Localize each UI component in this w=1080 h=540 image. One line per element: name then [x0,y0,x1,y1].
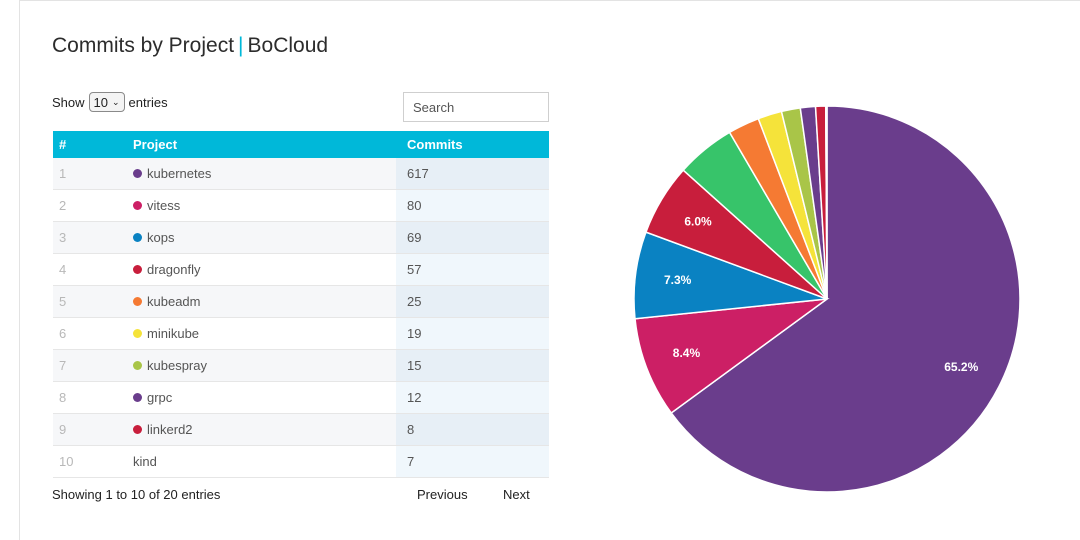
chevron-down-icon: ⌄ [112,96,120,107]
table-header-row: # Project Commits [53,131,549,158]
row-number: 6 [53,317,121,350]
project-name: grpc [147,390,173,405]
title-org: BoCloud [247,34,329,57]
entries-label: entries [128,94,168,110]
pie-slice-label: 65.2% [944,360,978,374]
project-name: linkerd2 [147,422,193,437]
project-cell: kubernetes [121,158,396,190]
chart-card [19,0,1080,540]
projects-table: # Project Commits 1 kubernetes 617 2 vitess 8… [53,131,549,478]
commits-cell: 617 [396,158,549,190]
row-number: 4 [53,253,121,286]
project-color-dot-icon [133,233,142,242]
table-row: 6 minikube 19 [53,317,549,350]
table-row: 9 linkerd2 8 [53,413,549,446]
commits-cell: 8 [396,413,549,446]
project-cell: kubeadm [121,285,396,318]
project-color-dot-icon [133,361,142,370]
pie-slice-label: 7.3% [664,273,692,287]
project-cell: kubespray [121,349,396,382]
commits-cell: 69 [396,221,549,254]
table-row: 2 vitess 80 [53,189,549,222]
project-name: kops [147,230,175,245]
row-number: 9 [53,413,121,446]
project-color-dot-icon [133,329,142,338]
project-name: dragonfly [147,262,201,277]
page-size-value: 10 [93,94,108,110]
commits-cell: 25 [396,285,549,318]
page-size-select[interactable]: 10 ⌄ [88,92,125,112]
pie-slice[interactable] [634,297,830,415]
project-cell: kops [121,221,396,254]
project-color-dot-icon [133,169,142,178]
commits-cell: 7 [396,445,549,478]
project-name: kubespray [147,358,207,373]
commits-cell: 80 [396,189,549,222]
project-cell: linkerd2 [121,413,396,446]
row-number: 5 [53,285,121,318]
project-color-dot-icon [133,201,142,210]
row-number: 10 [53,445,121,478]
project-color-dot-icon [133,393,142,402]
pie-slice[interactable] [824,105,828,300]
row-number: 1 [53,158,121,190]
project-cell: vitess [121,189,396,222]
table-row: 3 kops 69 [53,221,549,254]
row-number: 2 [53,189,121,222]
pie-slice[interactable] [670,105,1021,493]
commits-cell: 15 [396,349,549,382]
project-color-dot-icon [133,297,142,306]
commits-cell: 12 [396,381,549,414]
table-row: 7 kubespray 15 [53,349,549,382]
show-label: Show [52,94,85,110]
page-title: Commits by Project | BoCloud [52,34,328,58]
project-cell: dragonfly [121,253,396,286]
next-button[interactable]: Next [503,487,530,502]
table-row: 10 kind 7 [53,445,549,478]
project-name: kubernetes [147,166,212,181]
pie-chart: 65.2% 8.4% 7.3% 6.0% [633,105,1021,493]
pie-slice-label: 6.0% [684,214,712,228]
commits-cell: 57 [396,253,549,286]
row-number: 7 [53,349,121,382]
project-name: kubeadm [147,294,201,309]
project-name: vitess [147,198,181,213]
page-size-control: Show 10 ⌄ entries [52,92,168,112]
project-name: kind [133,454,157,469]
header-commits[interactable]: Commits [396,131,549,158]
header-project[interactable]: Project [121,131,396,158]
search-input[interactable] [403,92,549,122]
project-color-dot-icon [133,265,142,274]
table-row: 8 grpc 12 [53,381,549,414]
project-color-dot-icon [133,425,142,434]
pie-slice-label: 8.4% [673,346,701,360]
table-body: 1 kubernetes 617 2 vitess 80 3 kops 69 4 dragonfly… [53,158,549,478]
project-cell: kind [121,445,396,478]
table-info: Showing 1 to 10 of 20 entries [52,487,221,502]
commits-cell: 19 [396,317,549,350]
project-name: minikube [147,326,200,341]
title-main: Commits by Project [52,34,235,57]
table-row: 4 dragonfly 57 [53,253,549,286]
project-cell: grpc [121,381,396,414]
previous-button[interactable]: Previous [417,487,468,502]
title-separator: | [238,34,244,57]
header-num[interactable]: # [53,131,121,158]
table-row: 1 kubernetes 617 [53,158,549,190]
row-number: 3 [53,221,121,254]
table-row: 5 kubeadm 25 [53,285,549,318]
row-number: 8 [53,381,121,414]
project-cell: minikube [121,317,396,350]
